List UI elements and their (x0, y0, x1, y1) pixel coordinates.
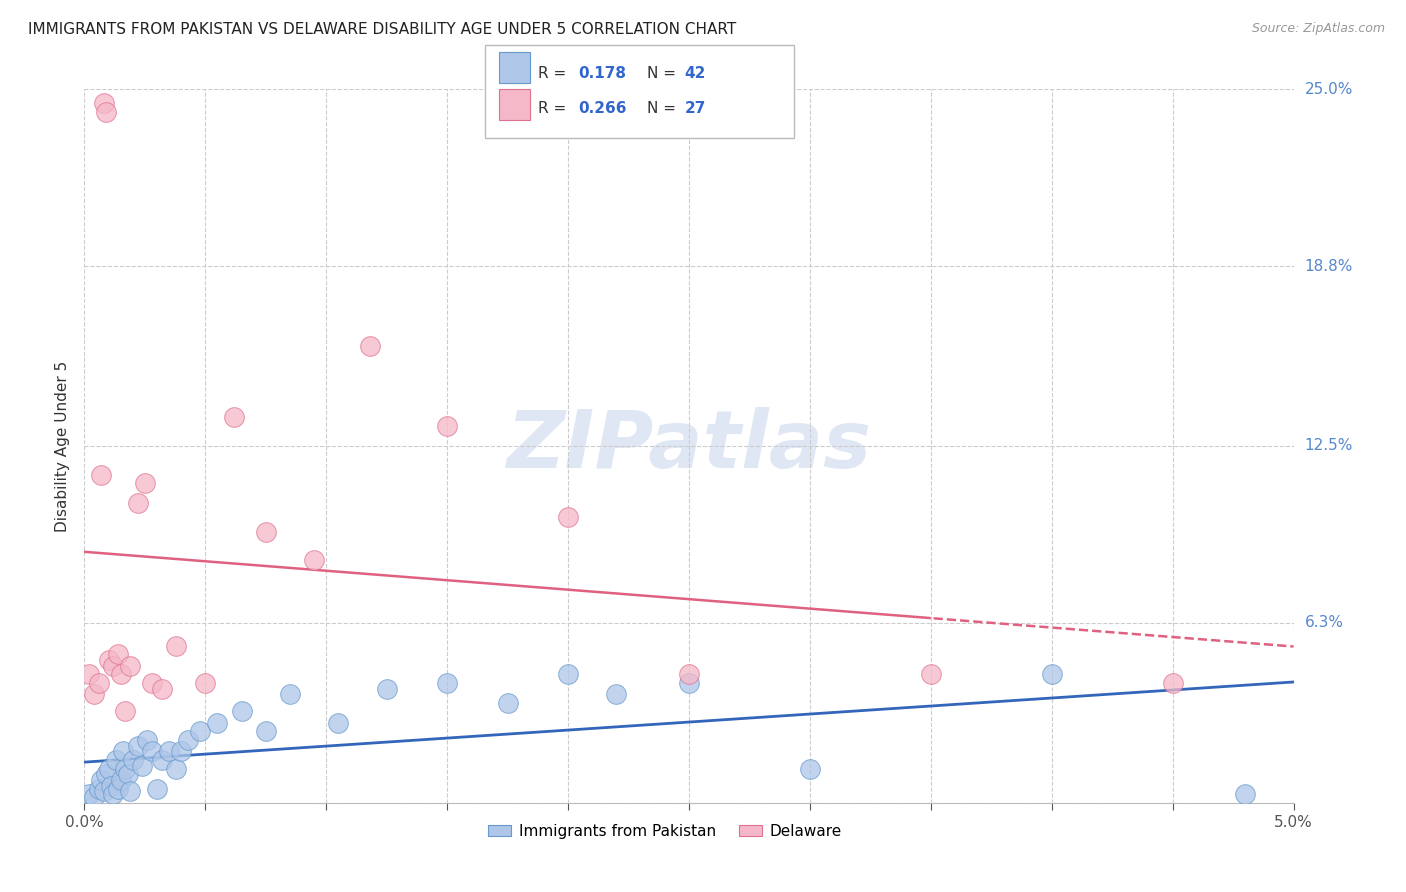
Text: 6.3%: 6.3% (1305, 615, 1344, 631)
Text: 12.5%: 12.5% (1305, 439, 1353, 453)
Text: 0.266: 0.266 (578, 102, 626, 116)
Point (165, 762, 187, 776)
Point (136, 733, 159, 747)
Legend: Immigrants from Pakistan, Delaware: Immigrants from Pakistan, Delaware (482, 818, 848, 845)
Point (254, 524, 277, 539)
Point (127, 739, 149, 753)
Point (375, 681, 398, 696)
Point (117, 767, 139, 781)
Point (83, 790, 105, 805)
Point (1234, 787, 1257, 801)
Point (177, 733, 200, 747)
Point (114, 762, 136, 776)
Point (1040, 667, 1063, 681)
Point (224, 410, 246, 425)
Point (114, 705, 136, 719)
Point (100, 779, 122, 793)
Point (436, 676, 458, 690)
Point (94, 105, 117, 120)
Point (110, 772, 132, 787)
Text: R =: R = (538, 66, 572, 80)
Point (557, 667, 579, 681)
Point (77, 787, 100, 801)
Point (83, 687, 105, 701)
Point (93, 784, 115, 798)
Point (170, 744, 193, 758)
Text: 42: 42 (685, 66, 706, 80)
Point (194, 676, 217, 690)
Point (121, 753, 143, 767)
Point (436, 419, 458, 434)
Text: ZIPatlas: ZIPatlas (506, 407, 872, 485)
Point (278, 687, 301, 701)
Point (165, 639, 187, 653)
Point (94, 767, 117, 781)
Point (107, 648, 129, 662)
Point (146, 781, 169, 796)
Text: 0.178: 0.178 (578, 66, 626, 80)
Point (920, 667, 942, 681)
Point (496, 696, 519, 710)
Point (359, 339, 381, 353)
Point (120, 658, 142, 673)
Point (103, 658, 125, 673)
Point (90, 772, 112, 787)
Point (112, 744, 135, 758)
Point (103, 787, 125, 801)
Point (97, 653, 120, 667)
Point (157, 744, 180, 758)
Point (104, 753, 127, 767)
Point (93, 96, 115, 111)
Point (141, 676, 163, 690)
Y-axis label: Disability Age Under 5: Disability Age Under 5 (55, 360, 70, 532)
Point (254, 724, 277, 739)
Point (190, 724, 212, 739)
Point (134, 476, 156, 491)
Point (120, 784, 142, 798)
Point (87, 676, 110, 690)
Text: 25.0%: 25.0% (1305, 82, 1353, 96)
Point (87, 781, 110, 796)
Point (328, 715, 350, 730)
Point (207, 715, 229, 730)
Text: R =: R = (538, 102, 572, 116)
Text: IMMIGRANTS FROM PAKISTAN VS DELAWARE DISABILITY AGE UNDER 5 CORRELATION CHART: IMMIGRANTS FROM PAKISTAN VS DELAWARE DIS… (28, 22, 737, 37)
Point (107, 781, 129, 796)
Point (150, 681, 173, 696)
Point (231, 705, 253, 719)
Point (141, 744, 163, 758)
Point (131, 758, 153, 772)
Text: N =: N = (647, 102, 681, 116)
Text: 18.8%: 18.8% (1305, 259, 1353, 274)
Point (302, 553, 325, 567)
Point (1161, 676, 1184, 690)
Text: 27: 27 (685, 102, 706, 116)
Point (605, 687, 627, 701)
Point (77, 667, 100, 681)
Point (557, 510, 579, 524)
Point (150, 753, 173, 767)
Text: Source: ZipAtlas.com: Source: ZipAtlas.com (1251, 22, 1385, 36)
Point (678, 667, 700, 681)
Point (799, 762, 821, 776)
Point (97, 762, 120, 776)
Point (678, 676, 700, 690)
Point (90, 467, 112, 482)
Point (110, 667, 132, 681)
Text: N =: N = (647, 66, 681, 80)
Point (127, 496, 149, 510)
